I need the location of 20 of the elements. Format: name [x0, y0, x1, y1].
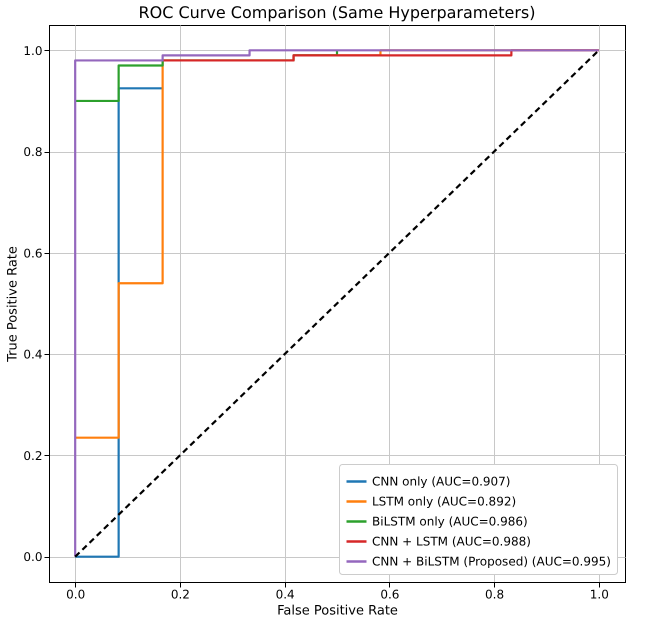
legend-label: LSTM only (AUC=0.892) [372, 494, 516, 508]
x-tick-label: 0.0 [66, 588, 86, 602]
legend-label: CNN + LSTM (AUC=0.988) [372, 534, 531, 548]
y-tick-label: 0.6 [23, 246, 42, 260]
chart-title: ROC Curve Comparison (Same Hyperparameters) [138, 3, 536, 22]
legend-label: BiLSTM only (AUC=0.986) [372, 514, 528, 528]
y-tick-label: 0.4 [23, 348, 42, 362]
y-axis-title: True Positive Rate [5, 246, 20, 363]
y-tick-label: 1.0 [23, 44, 42, 58]
x-tick-label: 1.0 [590, 588, 609, 602]
x-tick-label: 0.4 [276, 588, 295, 602]
y-tick-label: 0.0 [23, 550, 42, 564]
x-tick-label: 0.2 [170, 588, 190, 602]
legend-label: CNN + BiLSTM (Proposed) (AUC=0.995) [372, 554, 611, 568]
y-tick-label: 0.8 [23, 145, 42, 160]
y-tick-label: 0.2 [23, 448, 42, 463]
x-tick-label: 0.6 [380, 588, 400, 602]
x-axis-title: False Positive Rate [277, 604, 398, 618]
x-tick-label: 0.8 [485, 588, 504, 602]
legend-label: CNN only (AUC=0.907) [372, 474, 510, 488]
